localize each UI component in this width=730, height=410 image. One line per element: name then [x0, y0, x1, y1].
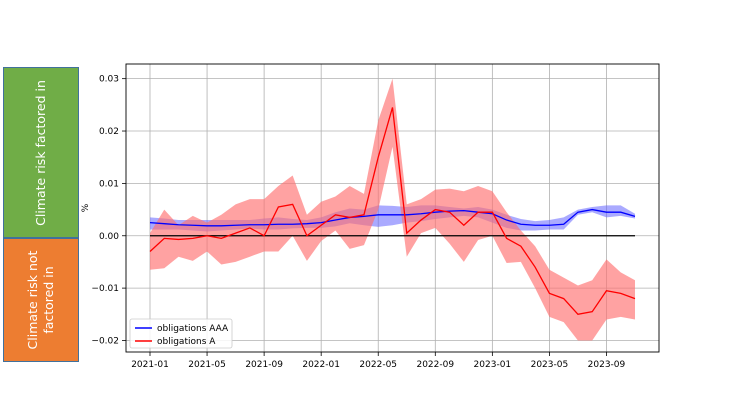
- plot-frame: [125, 63, 660, 353]
- axis-layer: 2021-01 2021-05 2021-09 2022-01 2022-05 2022-…: [91, 63, 660, 370]
- y-axis-label: %: [81, 203, 91, 212]
- x-tick-label: 2022-09: [416, 360, 454, 370]
- climate-risk-factored-box: Climate risk factored in: [3, 67, 79, 238]
- series-line-0: [149, 208, 636, 227]
- y-tick-label: −0.01: [91, 284, 119, 294]
- x-tick-label: 2023-09: [588, 360, 626, 370]
- y-tick-label: 0.00: [99, 232, 119, 242]
- y-tick-label: 0.01: [99, 179, 119, 189]
- band-layer: [150, 78, 635, 341]
- series-line-1: [149, 107, 636, 316]
- y-tick-label: 0.03: [99, 75, 119, 85]
- legend-label: obligations A: [157, 337, 216, 347]
- legend: obligations AAA obligations A: [129, 318, 233, 349]
- x-tick-label: 2022-05: [359, 360, 397, 370]
- line-layer: [149, 107, 636, 316]
- legend-label: obligations AAA: [157, 324, 229, 334]
- x-tick-label: 2021-01: [131, 360, 169, 370]
- confidence-band-1: [150, 78, 635, 341]
- climate-risk-not-factored-box: Climate risk not factored in: [3, 238, 79, 362]
- x-tick-label: 2023-01: [474, 360, 512, 370]
- x-tick-label: 2021-05: [188, 360, 226, 370]
- x-tick-label: 2021-09: [245, 360, 283, 370]
- legend-box: [129, 318, 233, 349]
- y-tick-label: 0.02: [99, 127, 119, 137]
- x-tick-label: 2022-01: [302, 360, 340, 370]
- y-tick-label: −0.02: [91, 336, 119, 346]
- x-tick-label: 2023-05: [531, 360, 569, 370]
